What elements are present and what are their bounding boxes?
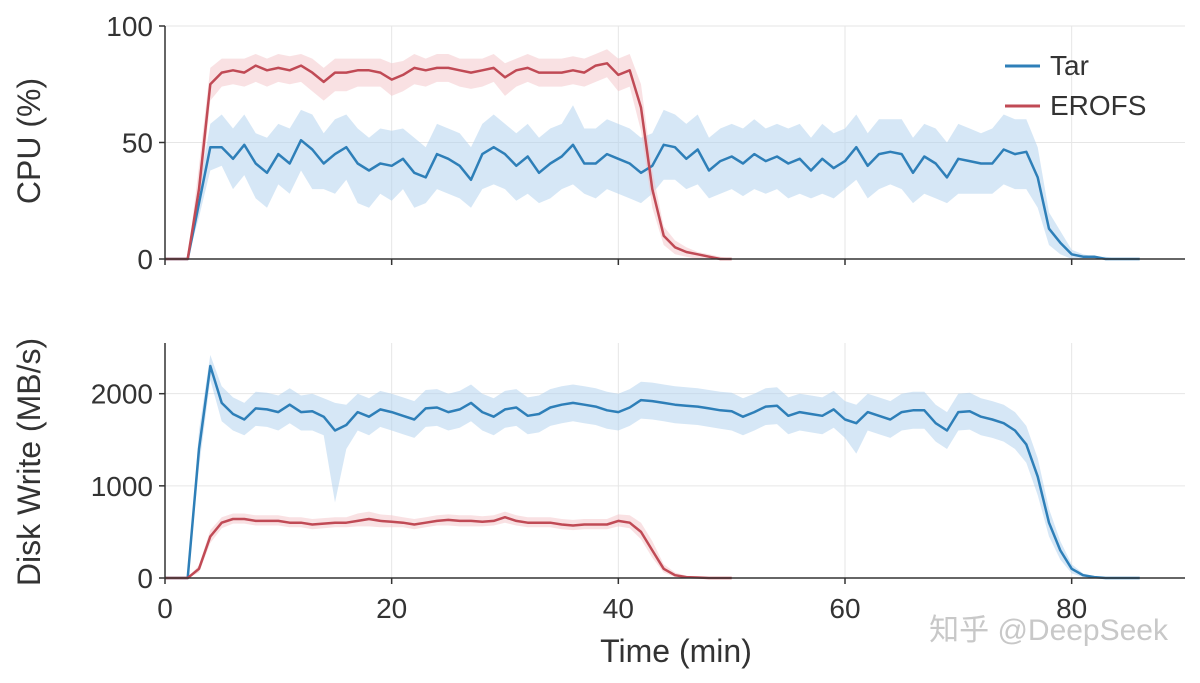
- disk-write-y-axis-label: Disk Write (MB/s): [11, 338, 47, 586]
- cpu-bands: [165, 49, 1140, 259]
- disk-write-erofs-band: [165, 511, 732, 578]
- disk-write-erofs-line: [165, 515, 732, 580]
- axes: [159, 25, 1185, 584]
- disk-write-x-tick-label: 0: [157, 593, 173, 624]
- legend-tar-label: Tar: [1050, 50, 1089, 81]
- x-axis-label: Time (min): [600, 633, 752, 669]
- cpu-erofs-band: [165, 49, 732, 259]
- watermark: 知乎 @DeepSeek: [929, 614, 1169, 647]
- cpu-tar-line: [165, 138, 1140, 261]
- disk-write-y-tick-label: 0: [137, 563, 153, 594]
- cpu-y-axis-label: CPU (%): [11, 78, 47, 204]
- disk-write-tar-band: [165, 355, 1140, 578]
- disk-write-tar-line: [165, 364, 1140, 580]
- disk-write-x-tick-label: 80: [1056, 593, 1087, 624]
- disk-write-y-tick-label: 2000: [91, 379, 153, 410]
- disk-write-lines: [165, 364, 1140, 580]
- cpu-erofs-line: [165, 62, 732, 261]
- cpu-lines: [165, 62, 1140, 261]
- disk-write-x-tick-label: 20: [376, 593, 407, 624]
- cpu-y-tick-label: 50: [122, 128, 153, 159]
- legend: Tar EROFS: [1005, 50, 1146, 121]
- cpu-y-tick-label: 100: [106, 11, 153, 42]
- legend-erofs-label: EROFS: [1050, 90, 1146, 121]
- disk-write-x-tick-label: 40: [603, 593, 634, 624]
- disk-write-y-tick-label: 1000: [91, 471, 153, 502]
- disk-write-x-tick-label: 60: [829, 593, 860, 624]
- disk-write-bands: [165, 355, 1140, 578]
- cpu-y-tick-label: 0: [137, 244, 153, 275]
